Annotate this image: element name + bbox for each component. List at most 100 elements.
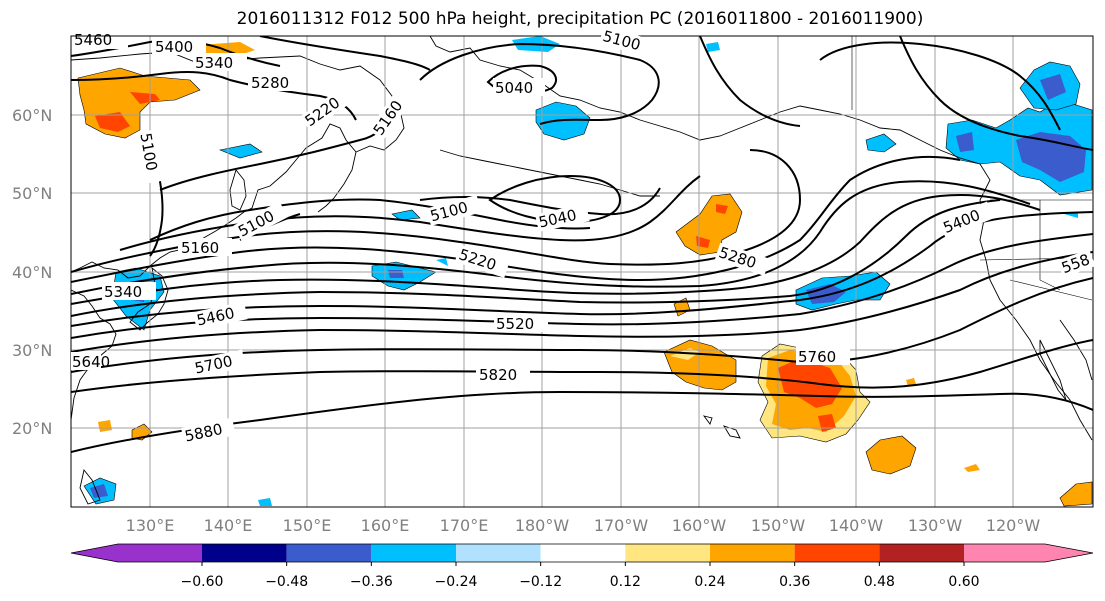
precip-area-gulfak xyxy=(865,133,897,153)
contour-label-5100-b: 5100 xyxy=(136,132,160,173)
lon-label-180w: 180°W xyxy=(515,516,570,535)
chart-title: 2016011312 F012 500 hPa height, precipit… xyxy=(236,9,924,29)
contour-label-5040-a: 5040 xyxy=(495,79,533,97)
lat-label-50: 50°N xyxy=(12,184,52,203)
colorbar-tick-label: 0.48 xyxy=(864,574,895,590)
colorbar-segment-4 xyxy=(456,544,541,562)
lon-label-130e: 130°E xyxy=(126,516,175,535)
contour-ne-3 xyxy=(699,36,801,127)
precip-area-midpac xyxy=(371,261,437,291)
precip-area-siberia xyxy=(77,67,201,139)
colorbar-segment-1 xyxy=(202,544,287,562)
contour-label-5220-b: 5220 xyxy=(457,245,499,274)
precip-positive xyxy=(77,42,1093,507)
colorbar-segment-9 xyxy=(879,544,964,562)
border-canada xyxy=(851,36,1093,301)
precip-area-bering-top xyxy=(512,36,720,52)
contour-label-5400-a: 5400 xyxy=(155,38,193,56)
contour-label-5880-a: 5880 xyxy=(183,420,224,446)
gridlines xyxy=(71,36,1093,507)
lat-label-60: 60°N xyxy=(12,106,52,125)
contour-labels: 5400 5340 5280 5460 5220 5160 5040 5100 … xyxy=(71,26,1096,446)
contour-5640 xyxy=(71,233,1093,339)
precip-area-canada-north-core xyxy=(1040,74,1066,100)
coast-japan xyxy=(129,266,169,331)
colorbar-segment-0 xyxy=(71,544,202,562)
precip-area-sw-core xyxy=(90,484,108,498)
contour-5580 xyxy=(71,211,1093,327)
lon-label-160w: 160°W xyxy=(672,516,727,535)
contour-5100-c xyxy=(419,42,660,125)
lon-label-150e: 150°E xyxy=(283,516,332,535)
height-contours xyxy=(71,36,1093,453)
lon-label-130w: 130°W xyxy=(908,516,963,535)
contour-5100-a xyxy=(159,109,401,191)
precip-area-central xyxy=(663,339,737,391)
contour-5400 xyxy=(71,180,1031,295)
latitude-labels: 60°N 50°N 40°N 30°N 20°N xyxy=(12,106,52,438)
precip-area-pacnw-core xyxy=(806,284,846,304)
contour-5520 xyxy=(71,199,1001,317)
contour-label-5340-b: 5340 xyxy=(104,283,142,301)
colorbar-tick-label: −0.24 xyxy=(435,574,478,590)
colorbar-outline xyxy=(70,543,1094,563)
colorbar-segment-2 xyxy=(286,544,372,562)
contour-5460 xyxy=(71,193,1041,305)
colorbar-tick-label: −0.48 xyxy=(265,574,308,590)
colorbar: −0.60 −0.48 −0.36 −0.24 −0.12 0.12 0.24 0.36 0.4… xyxy=(70,543,1094,590)
contour-ne-1 xyxy=(819,41,1061,131)
colorbar-tick-label: −0.36 xyxy=(350,574,393,590)
lon-label-170w: 170°W xyxy=(594,516,649,535)
lon-label-140w: 140°W xyxy=(829,516,884,535)
colorbar-segment-3 xyxy=(371,544,456,562)
colorbar-segment-7 xyxy=(710,544,795,562)
map-frame xyxy=(70,35,1094,508)
lon-label-120w: 120°W xyxy=(986,516,1041,535)
contour-ne-2 xyxy=(899,36,1093,151)
colorbar-tick-label: −0.60 xyxy=(181,574,224,590)
contour-label-5460-top: 5460 xyxy=(74,31,112,49)
colorbar-tick-label: 0.12 xyxy=(610,574,641,590)
contour-label-5820-a: 5820 xyxy=(479,366,517,384)
coast-aleutians xyxy=(439,149,660,197)
coast-hawaii xyxy=(702,415,741,439)
lon-label-140e: 140°E xyxy=(204,516,253,535)
contour-label-5580-a: 558 xyxy=(1059,250,1092,277)
contour-5220 xyxy=(119,175,701,251)
precip-area-aleut-west xyxy=(218,143,421,221)
colorbar-segment-8 xyxy=(794,544,880,562)
precip-area-se2 xyxy=(1059,481,1093,507)
coast-korea-china xyxy=(71,289,117,421)
lon-label-150w: 150°W xyxy=(751,516,806,535)
contour-label-5100-a: 5100 xyxy=(601,27,643,54)
colorbar-tick-label: 0.36 xyxy=(779,574,810,590)
colorbar-segment-10 xyxy=(964,544,1093,562)
contour-5340 xyxy=(71,155,961,283)
contour-label-5280-a: 5280 xyxy=(251,74,289,92)
contour-label-5520-a: 5520 xyxy=(496,315,534,333)
contour-5820 xyxy=(71,339,1093,393)
lat-label-20: 20°N xyxy=(12,419,52,438)
longitude-labels: 130°E 140°E 150°E 160°E 170°E 180°W 170°… xyxy=(126,516,1041,535)
colorbar-tick-label: 0.24 xyxy=(694,574,725,590)
precip-area-canada-core xyxy=(956,132,1086,182)
coast-philippines xyxy=(79,468,101,505)
precip-area-siberia-core xyxy=(95,92,160,132)
lon-label-170e: 170°E xyxy=(440,516,489,535)
colorbar-tick-label: 0.60 xyxy=(948,574,979,590)
contour-5700 xyxy=(71,251,1093,353)
contour-north-1 xyxy=(259,36,431,71)
coast-sakhalin xyxy=(229,169,247,211)
contour-label-5340-a: 5340 xyxy=(195,54,233,72)
colorbar-segment-6 xyxy=(625,544,710,562)
contour-5100-b xyxy=(419,187,661,216)
contour-label-5640-a: 5640 xyxy=(72,353,110,371)
coast-baja xyxy=(1039,339,1067,401)
contour-label-5460-a: 5460 xyxy=(195,304,236,330)
contour-5760 xyxy=(71,277,1093,373)
precip-area-se xyxy=(865,435,917,475)
lat-label-30: 30°N xyxy=(12,341,52,360)
lon-label-160e: 160°E xyxy=(361,516,410,535)
contour-5880 xyxy=(71,390,1093,453)
